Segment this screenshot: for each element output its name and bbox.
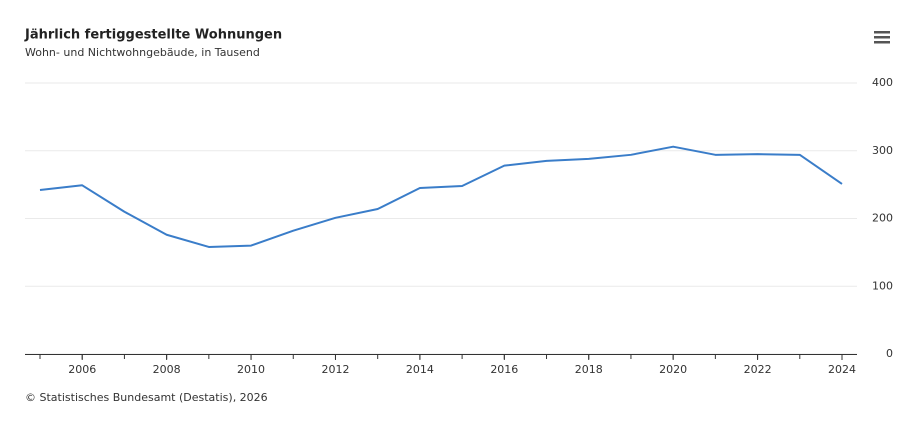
x-tick-label: 2022 [744, 363, 772, 376]
menu-bar [874, 31, 890, 34]
chart-subtitle: Wohn- und Nichtwohngebäude, in Tausend [25, 46, 260, 59]
data-line [39, 145, 843, 248]
x-tick-label: 2020 [659, 363, 687, 376]
y-tick-label: 400 [872, 76, 893, 89]
x-tick-label: 2006 [68, 363, 96, 376]
x-tick-label: 2012 [321, 363, 349, 376]
x-tick-label: 2024 [828, 363, 856, 376]
x-tick-label: 2016 [490, 363, 518, 376]
menu-button[interactable] [874, 31, 890, 44]
menu-bar [874, 36, 890, 39]
y-tick-label: 100 [872, 279, 893, 292]
menu-bar [874, 41, 890, 44]
x-tick-label: 2010 [237, 363, 265, 376]
x-tick-label: 2014 [406, 363, 434, 376]
y-tick-label: 300 [872, 144, 893, 157]
y-tick-label: 0 [886, 347, 893, 360]
y-tick-label: 200 [872, 212, 893, 225]
chart-title: Jährlich fertiggestellte Wohnungen [24, 28, 282, 43]
x-tick-label: 2008 [153, 363, 181, 376]
x-tick-label: 2018 [575, 363, 603, 376]
source: © Statistisches Bundesamt (Destatis), 20… [25, 391, 268, 404]
